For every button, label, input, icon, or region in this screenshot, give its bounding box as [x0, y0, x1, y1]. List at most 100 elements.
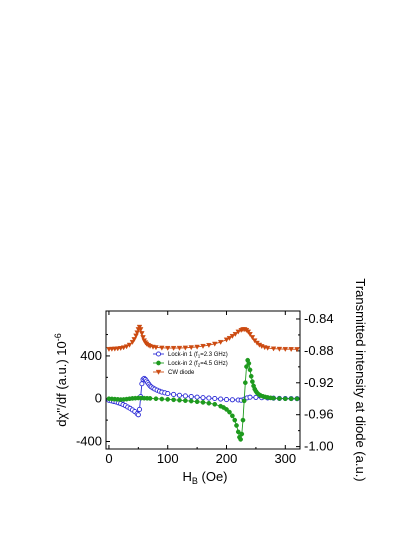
- x-tick-label: 300: [274, 451, 296, 466]
- legend-marker: [155, 369, 162, 375]
- data-point: [135, 412, 141, 418]
- data-point: [288, 396, 294, 402]
- data-point: [136, 324, 143, 330]
- data-point: [288, 347, 294, 353]
- data-point: [183, 398, 188, 403]
- y-right-tick-label: -0.92: [304, 375, 334, 390]
- data-point: [239, 431, 245, 437]
- data-point: [200, 395, 206, 401]
- series-2: [106, 357, 300, 442]
- data-point: [249, 335, 256, 341]
- data-point: [136, 406, 143, 412]
- data-point: [165, 391, 171, 397]
- data-point: [248, 373, 254, 379]
- y-axis-left: -400 0 400: [76, 334, 110, 449]
- data-point: [282, 396, 288, 402]
- data-point: [277, 396, 282, 401]
- data-point: [140, 335, 146, 341]
- y-axis-left-label: dχ''/df (a.u.) 10-6: [53, 333, 69, 427]
- data-point: [276, 346, 283, 352]
- data-point: [240, 417, 246, 423]
- data-point: [238, 437, 243, 442]
- data-point: [159, 396, 165, 402]
- data-point: [247, 332, 253, 337]
- x-tick-label: 200: [216, 451, 238, 466]
- data-point: [223, 337, 230, 343]
- data-point: [176, 345, 183, 351]
- data-point: [241, 398, 247, 404]
- series-layer: [106, 324, 300, 442]
- data-point: [217, 339, 224, 345]
- data-point: [194, 344, 200, 350]
- data-point: [232, 417, 238, 423]
- plot-border: [105, 310, 301, 450]
- legend-item-1: Lock-in 1 (f1=2.3 GHz): [153, 351, 228, 359]
- x-axis-label: HB (Oe): [182, 469, 227, 486]
- data-point: [235, 329, 242, 335]
- data-point: [188, 394, 194, 400]
- y-right-tick-label: -0.88: [304, 343, 334, 358]
- data-point: [177, 397, 182, 403]
- data-point: [270, 346, 277, 352]
- data-point: [123, 344, 130, 350]
- data-point: [229, 397, 235, 403]
- legend-marker: [156, 360, 161, 366]
- y-left-tick-label: 400: [80, 348, 102, 363]
- data-point: [212, 341, 218, 347]
- data-point: [294, 347, 300, 353]
- data-point: [194, 399, 200, 405]
- data-point: [194, 394, 200, 400]
- legend-label: Lock-in 2 (f2=4.5 GHz): [168, 361, 228, 368]
- data-point: [226, 336, 233, 341]
- data-point: [182, 393, 188, 399]
- data-point: [253, 394, 259, 400]
- data-point: [120, 345, 127, 351]
- data-point: [294, 396, 300, 402]
- data-point: [251, 338, 258, 344]
- data-point: [200, 400, 206, 405]
- x-tick-label: 0: [105, 451, 112, 466]
- y-left-tick-label: -400: [76, 434, 102, 449]
- data-point: [164, 345, 171, 351]
- data-point: [223, 397, 230, 403]
- data-point: [137, 327, 144, 333]
- data-point: [117, 346, 124, 351]
- series-3: [106, 324, 300, 353]
- data-point: [212, 395, 218, 402]
- data-point: [131, 337, 137, 343]
- data-point: [170, 345, 177, 351]
- data-point: [230, 413, 235, 419]
- data-point: [171, 397, 176, 403]
- data-point: [247, 367, 253, 373]
- data-point: [224, 407, 229, 412]
- data-point: [271, 395, 276, 401]
- data-point: [206, 343, 212, 348]
- data-point: [229, 334, 236, 339]
- data-point: [264, 345, 271, 351]
- y-axis-right: -1.00 -0.96 -0.92 -0.88 -0.84: [296, 311, 334, 454]
- legend-label: CW diode: [168, 370, 195, 376]
- data-point: [206, 400, 212, 406]
- x-axis: 0 100 200 300: [105, 311, 296, 466]
- data-point: [129, 339, 136, 345]
- data-point: [242, 380, 248, 386]
- data-point: [218, 396, 224, 402]
- y-axis-right-label: Transmitted intensity at diode (a.u.): [353, 278, 368, 481]
- data-point: [206, 395, 212, 401]
- plot-frame: [105, 310, 301, 450]
- data-point: [159, 345, 165, 351]
- x-tick-label: 100: [157, 451, 179, 466]
- data-point: [227, 409, 232, 415]
- data-point: [171, 391, 177, 397]
- data-point: [245, 329, 252, 335]
- data-point: [126, 342, 133, 348]
- y-right-tick-label: -0.96: [304, 407, 334, 422]
- legend-marker: [155, 351, 162, 357]
- data-point: [188, 398, 194, 404]
- data-point: [246, 361, 252, 366]
- data-point: [182, 345, 189, 351]
- legend: Lock-in 1 (f1=2.3 GHz) Lock-in 2 (f2=4.5 …: [153, 351, 228, 376]
- y-right-tick-label: -0.84: [304, 311, 334, 326]
